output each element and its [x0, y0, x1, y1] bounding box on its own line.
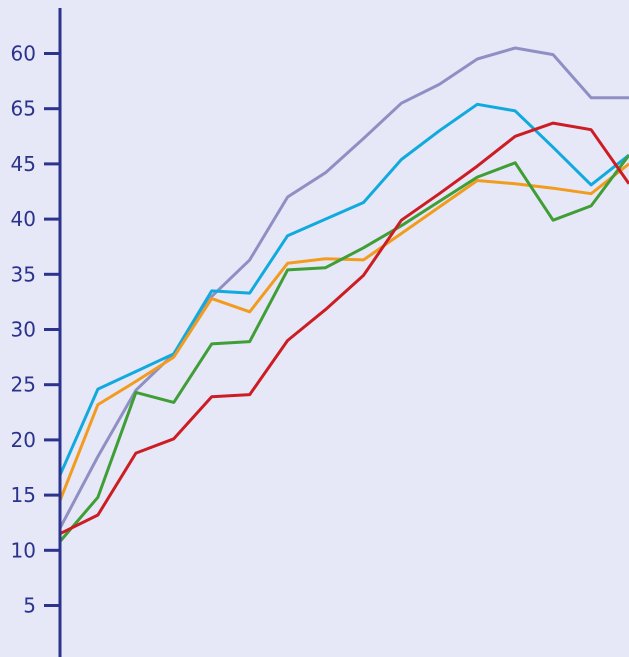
y-tick-label: 60	[11, 42, 36, 66]
y-tick-label: 45	[11, 152, 36, 176]
series-layer	[58, 46, 629, 543]
y-tick-label: 10	[11, 538, 36, 562]
y-tick-label: 20	[11, 428, 36, 452]
y-tick-label: 15	[11, 483, 36, 507]
y-tick-label: 65	[11, 97, 36, 121]
series-line-1	[58, 46, 629, 529]
y-tick-label: 35	[11, 262, 36, 286]
y-axis-ticks: 5 10 15 20 25 30 35 40 45 65 60	[11, 42, 60, 618]
y-tick-label: 40	[11, 207, 36, 231]
series-line-5	[59, 121, 629, 536]
series-line-4	[58, 154, 629, 543]
y-tick-label: 30	[11, 318, 36, 342]
y-tick-label: 5	[23, 594, 36, 618]
y-tick-label: 25	[11, 373, 36, 397]
